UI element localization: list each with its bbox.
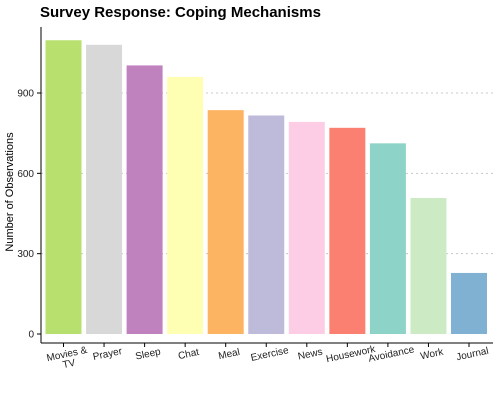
y-tick-label: 300 [17, 249, 34, 260]
y-tick-label: 0 [28, 330, 34, 341]
x-tick-label: Prayer [92, 346, 124, 363]
x-tick-label: Exercise [250, 345, 290, 364]
x-tick-label: Chat [177, 347, 200, 362]
chart-title: Survey Response: Coping Mechanisms [40, 4, 321, 21]
x-tick-label: Journal [455, 346, 489, 364]
bar [329, 127, 366, 334]
x-tick-label: Movies &TV [46, 345, 91, 374]
bar [248, 115, 285, 334]
x-tick-label: Meal [217, 347, 241, 362]
bar [167, 76, 204, 334]
x-tick-label: Work [419, 347, 445, 363]
x-tick-label-text: Journal [455, 346, 489, 364]
bar [410, 197, 447, 334]
x-tick-label-text: News [297, 347, 324, 363]
x-tick-label-line: Exercise [250, 345, 290, 364]
x-tick-label-text: Movies &TV [46, 345, 91, 374]
x-tick-label-line: Chat [177, 347, 200, 362]
bar [126, 65, 163, 335]
x-tick-label-line: Journal [455, 346, 489, 364]
bar [288, 121, 325, 334]
x-tick-label-line: Work [419, 347, 445, 363]
x-tick-label-line: TV [62, 358, 77, 371]
bar [207, 110, 244, 334]
x-tick-label-text: Exercise [250, 345, 290, 364]
x-tick-label-line: Meal [217, 347, 241, 362]
x-tick-label: News [297, 347, 324, 363]
bar [86, 44, 123, 335]
y-axis-label: Number of Observations [4, 132, 16, 252]
x-tick-label-line: News [297, 347, 324, 363]
x-tick-label-text: Sleep [134, 346, 162, 362]
bar [451, 272, 487, 334]
x-tick-label-line: Sleep [134, 346, 162, 362]
x-tick-label: Sleep [134, 346, 162, 362]
y-tick-label: 600 [17, 169, 34, 180]
bar [369, 143, 406, 334]
y-axis-ticks: 0 300 600 900 [17, 89, 41, 341]
x-tick-label-text: Chat [177, 347, 200, 362]
y-tick-label: 900 [17, 89, 34, 100]
bar [45, 40, 82, 335]
x-tick-label-line: Prayer [92, 346, 124, 363]
x-tick-label-text: Prayer [92, 346, 124, 363]
x-tick-label-text: Meal [217, 347, 241, 362]
x-tick-label-text: Work [419, 347, 445, 363]
bars [45, 40, 487, 335]
